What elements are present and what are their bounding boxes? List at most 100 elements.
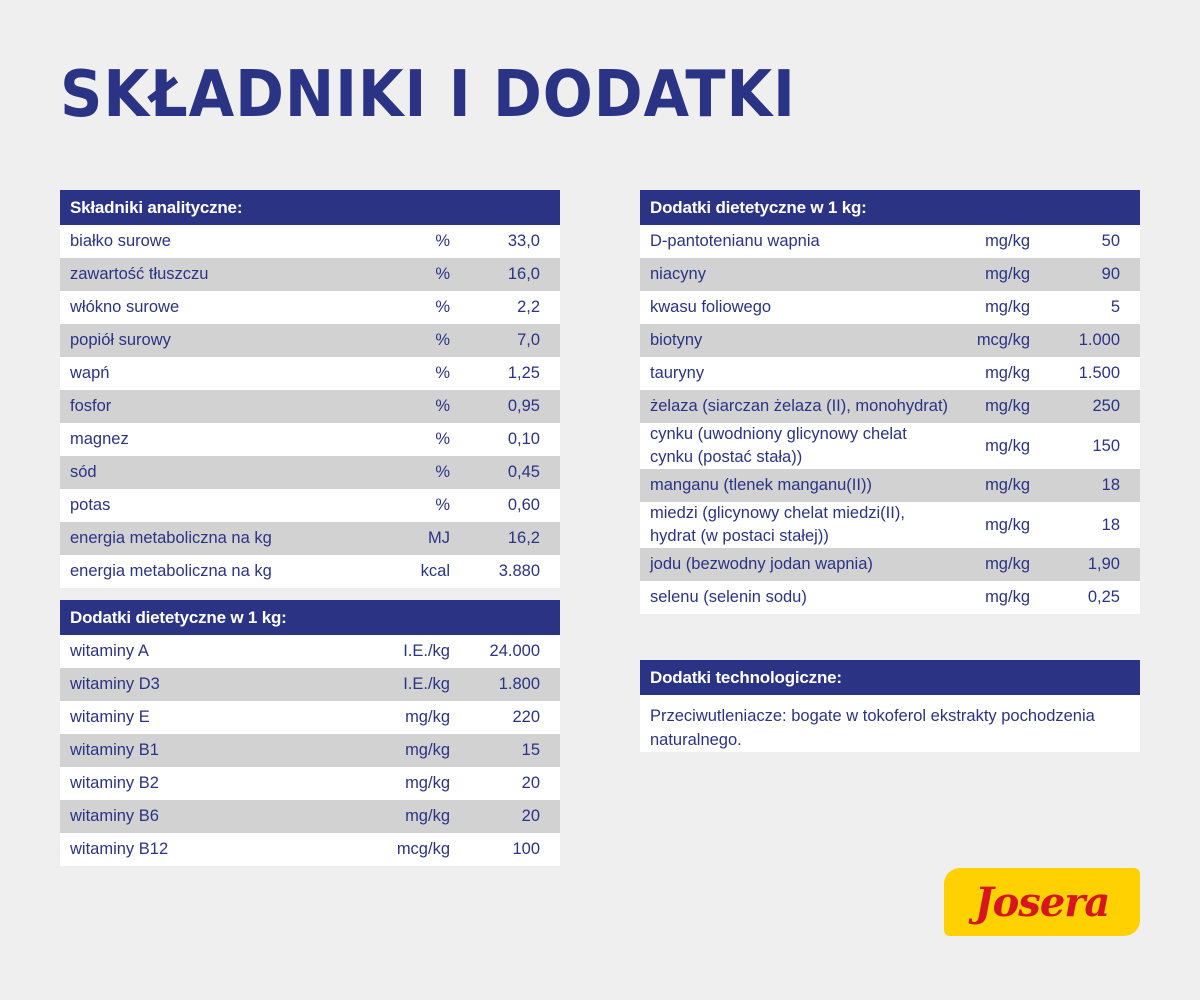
analytical-table: Składniki analityczne: białko surowe% 33,0… — [60, 190, 560, 588]
row-unit: mg/kg — [985, 265, 1030, 283]
row-name: D-pantotenianu wapnia — [650, 232, 820, 250]
table-row: energia metaboliczna na kg MJ 16,2 — [60, 522, 560, 555]
row-unit: mg/kg — [405, 741, 450, 759]
row-value: 0,25 — [1087, 588, 1120, 606]
row-value: 0,45 — [507, 463, 540, 481]
row-value: 0,60 — [507, 496, 540, 514]
row-name: miedzi (glicynowy chelat miedzi(II), hyd… — [650, 504, 905, 545]
row-name: witaminy B1 — [70, 741, 159, 759]
row-name: popiół surowy — [70, 331, 171, 349]
row-value: 0,10 — [507, 430, 540, 448]
table-header: Składniki analityczne: — [60, 190, 560, 225]
row-name: kwasu foliowego — [650, 298, 772, 316]
technological-table: Dodatki technologiczne: Przeciwutleniacz… — [640, 660, 1140, 752]
row-name: manganu (tlenek manganu(II)) — [650, 476, 872, 494]
table-row: potas% 0,60 — [60, 489, 560, 522]
table-body: witaminy A I.E./kg 24.000 witaminy D3 I.E./k… — [60, 635, 560, 866]
table-row: żelaza (siarczan żelaza (II), monohydrat… — [640, 390, 1140, 423]
row-value: 24.000 — [489, 642, 540, 660]
row-unit: mcg/kg — [976, 331, 1030, 349]
row-name: witaminy B6 — [70, 807, 159, 825]
row-unit: mg/kg — [985, 364, 1030, 382]
table-row: witaminy B6 mg/kg 20 — [60, 800, 560, 833]
table-row: niacyny mg/kg 90 — [640, 258, 1140, 291]
row-name: witaminy D3 — [70, 675, 160, 693]
row-value: 1.000 — [1078, 331, 1120, 349]
row-unit: % — [435, 298, 450, 316]
row-name: jodu (bezwodny jodan wapnia) — [650, 555, 873, 573]
note-text: Przeciwutleniacze: bogate w tokoferol ek… — [640, 695, 1140, 752]
row-unit: mg/kg — [405, 774, 450, 792]
row-name: niacyny — [650, 265, 706, 283]
additives-table: Dodatki dietetyczne w 1 kg: D-pantotenian… — [640, 190, 1140, 614]
vitamins-table: Dodatki dietetyczne w 1 kg: witaminy A I.E… — [60, 600, 560, 866]
logo: Josera — [944, 868, 1140, 936]
table-row: D-pantotenianu wapnia mg/kg 50 — [640, 225, 1140, 258]
row-unit: mg/kg — [985, 588, 1030, 606]
table-row: miedzi (glicynowy chelat miedzi(II), hyd… — [640, 502, 1140, 548]
row-name: energia metaboliczna na kg — [70, 529, 272, 547]
row-value: 2,2 — [517, 298, 540, 316]
table-row: włókno surowe% 2,2 — [60, 291, 560, 324]
row-unit: % — [435, 265, 450, 283]
row-unit: mg/kg — [985, 397, 1030, 415]
table-row: witaminy B2 mg/kg 20 — [60, 767, 560, 800]
page-title: SKŁADNIKI I DODATKI — [60, 58, 796, 132]
row-unit: mg/kg — [985, 232, 1030, 250]
row-unit: I.E./kg — [403, 675, 450, 693]
row-value: 1,25 — [507, 364, 540, 382]
row-value: 50 — [1101, 232, 1120, 250]
table-row: witaminy A I.E./kg 24.000 — [60, 635, 560, 668]
row-name: białko surowe — [70, 232, 171, 250]
row-unit: % — [435, 430, 450, 448]
row-value: 1,90 — [1087, 555, 1120, 573]
row-unit: mg/kg — [985, 298, 1030, 316]
row-name: zawartość tłuszczu — [70, 265, 209, 283]
row-name: biotyny — [650, 331, 703, 349]
row-unit: I.E./kg — [403, 642, 450, 660]
table-body: D-pantotenianu wapnia mg/kg 50 niacyny mg/kg… — [640, 225, 1140, 614]
logo-text: Josera — [974, 878, 1111, 926]
table-row: witaminy E mg/kg 220 — [60, 701, 560, 734]
row-unit: mg/kg — [405, 807, 450, 825]
row-value: 220 — [512, 708, 540, 726]
row-value: 18 — [1101, 476, 1120, 494]
table-row: fosfor% 0,95 — [60, 390, 560, 423]
table-row: sód% 0,45 — [60, 456, 560, 489]
row-unit: % — [435, 463, 450, 481]
row-value: 15 — [521, 741, 540, 759]
table-row: popiół surowy% 7,0 — [60, 324, 560, 357]
row-name: witaminy B12 — [70, 840, 169, 858]
table-row: wapń% 1,25 — [60, 357, 560, 390]
row-name: witaminy A — [70, 642, 149, 660]
row-unit: mg/kg — [985, 515, 1030, 534]
table-row: kwasu foliowego mg/kg 5 — [640, 291, 1140, 324]
row-unit: % — [435, 397, 450, 415]
row-name: cynku (uwodniony glicynowy chelat cynku … — [650, 425, 907, 466]
row-unit: % — [435, 232, 450, 250]
row-value: 250 — [1092, 397, 1120, 415]
row-unit: mg/kg — [405, 708, 450, 726]
row-value: 0,95 — [507, 397, 540, 415]
table-row: witaminy B12 mcg/kg 100 — [60, 833, 560, 866]
row-value: 1.800 — [498, 675, 540, 693]
row-unit: % — [435, 364, 450, 382]
row-unit: MJ — [428, 529, 450, 547]
row-name: sód — [70, 463, 97, 481]
row-value: 3.880 — [498, 562, 540, 580]
table-row: witaminy B1 mg/kg 15 — [60, 734, 560, 767]
row-name: żelaza (siarczan żelaza (II), monohydrat… — [650, 397, 949, 415]
table-row: selenu (selenin sodu) mg/kg 0,25 — [640, 581, 1140, 614]
row-unit: % — [435, 496, 450, 514]
table-row: jodu (bezwodny jodan wapnia) mg/kg 1,90 — [640, 548, 1140, 581]
row-name: selenu (selenin sodu) — [650, 588, 807, 606]
row-value: 33,0 — [507, 232, 540, 250]
row-unit: mg/kg — [985, 436, 1030, 455]
table-row: energia metaboliczna na kg kcal 3.880 — [60, 555, 560, 588]
row-name: energia metaboliczna na kg — [70, 562, 272, 580]
table-row: magnez% 0,10 — [60, 423, 560, 456]
row-name: witaminy E — [70, 708, 150, 726]
row-name: włókno surowe — [70, 298, 180, 316]
row-value: 100 — [512, 840, 540, 858]
